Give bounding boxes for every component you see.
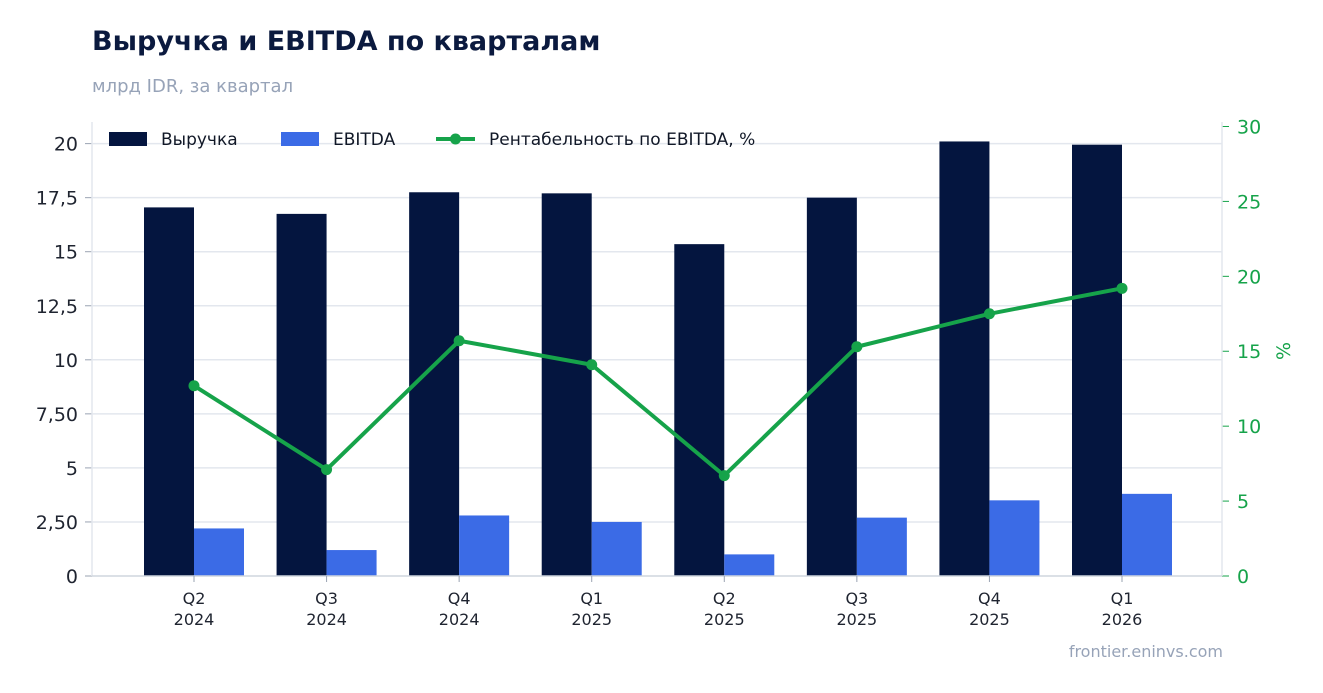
y-left-tick-label: 2,50 — [36, 512, 78, 534]
bars-group — [144, 141, 1172, 577]
y-left-tick-label: 5 — [66, 458, 78, 480]
y-left-tick-label: 10 — [54, 350, 78, 372]
x-tick-label-quarter: Q4 — [448, 589, 471, 608]
y-left-tick-label: 20 — [54, 134, 78, 156]
axes-group: 02,5057,501012,51517,520051015202530%Q22… — [36, 116, 1295, 629]
y-right-tick-label: 0 — [1237, 566, 1249, 588]
bar-ebitda — [459, 515, 510, 576]
x-tick-label-quarter: Q3 — [845, 589, 868, 608]
bar-ebitda — [326, 550, 377, 576]
legend-swatch-ebitda — [281, 132, 319, 146]
x-tick-label-year: 2025 — [571, 610, 612, 629]
bar-ebitda — [194, 528, 244, 576]
y-right-tick-label: 20 — [1237, 266, 1261, 288]
bar-revenue — [674, 244, 725, 576]
source-label: frontier.eninvs.com — [1068, 642, 1223, 661]
margin-point — [586, 359, 598, 371]
margin-point — [1116, 282, 1128, 294]
legend: Выручка EBITDA Рентабельность по EBITDA, % — [109, 130, 755, 150]
y-right-tick-label: 10 — [1237, 416, 1261, 438]
x-tick-label-year: 2026 — [1102, 610, 1143, 629]
y-left-tick-label: 12,5 — [36, 296, 78, 318]
bar-revenue — [939, 141, 990, 576]
bar-revenue — [409, 192, 460, 576]
bar-revenue — [276, 213, 327, 576]
grid-lines — [92, 142, 1222, 523]
margin-point — [983, 308, 995, 320]
y-right-tick-label: 5 — [1237, 491, 1249, 513]
margin-point — [188, 380, 200, 392]
bar-revenue — [1072, 144, 1122, 576]
chart-title: Выручка и EBITDA по кварталам — [92, 26, 601, 57]
bar-ebitda — [1122, 493, 1172, 576]
y-right-axis-title: % — [1273, 342, 1295, 360]
x-tick-label-quarter: Q1 — [1111, 589, 1134, 608]
y-right-tick-label: 25 — [1237, 191, 1261, 213]
x-tick-label-year: 2025 — [704, 610, 745, 629]
bar-ebitda — [591, 521, 642, 576]
x-tick-label-year: 2024 — [306, 610, 347, 629]
y-left-tick-label: 7,50 — [36, 404, 78, 426]
margin-line-group — [188, 282, 1128, 482]
legend-swatch-revenue — [109, 132, 147, 146]
y-left-tick-label: 0 — [66, 566, 78, 588]
x-tick-label-year: 2024 — [439, 610, 480, 629]
margin-point — [453, 335, 465, 347]
x-tick-label-quarter: Q3 — [315, 589, 338, 608]
bar-revenue — [541, 193, 592, 577]
margin-point — [718, 470, 730, 482]
bar-revenue — [144, 207, 194, 576]
legend-swatch-margin-marker — [450, 133, 461, 145]
margin-point — [321, 464, 333, 476]
y-right-tick-label: 30 — [1237, 116, 1261, 138]
y-left-tick-label: 15 — [54, 242, 78, 264]
legend-label-ebitda: EBITDA — [333, 130, 396, 150]
x-tick-label-quarter: Q1 — [580, 589, 603, 608]
bar-ebitda — [724, 554, 775, 576]
legend-label-revenue: Выручка — [161, 130, 238, 150]
margin-point — [851, 341, 863, 353]
x-tick-label-quarter: Q4 — [978, 589, 1001, 608]
margin-series-line — [192, 286, 1124, 478]
x-tick-label-year: 2025 — [969, 610, 1010, 629]
x-tick-label-year: 2024 — [174, 610, 215, 629]
legend-label-margin: Рентабельность по EBITDA, % — [489, 130, 755, 150]
x-tick-label-quarter: Q2 — [183, 589, 206, 608]
y-left-tick-label: 17,5 — [36, 188, 78, 210]
chart-subtitle: млрд IDR, за квартал — [92, 76, 294, 97]
y-right-tick-label: 15 — [1237, 341, 1261, 363]
bar-ebitda — [856, 517, 907, 576]
x-tick-label-quarter: Q2 — [713, 589, 736, 608]
x-tick-label-year: 2025 — [836, 610, 877, 629]
bar-ebitda — [989, 500, 1040, 576]
